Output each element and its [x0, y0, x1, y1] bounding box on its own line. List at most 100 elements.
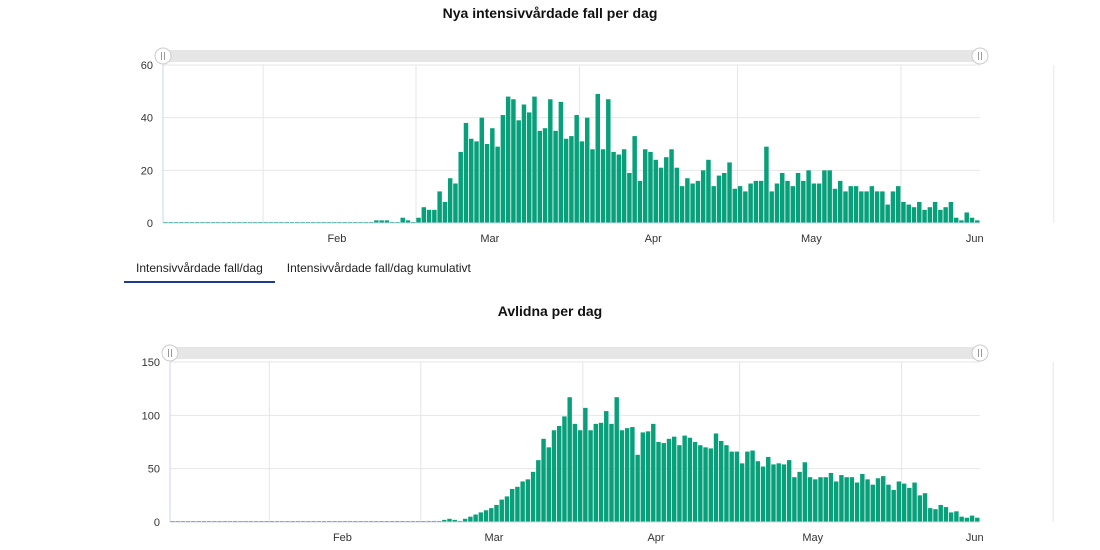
icu-bar[interactable] [558, 101, 564, 223]
deaths-bar[interactable] [928, 508, 933, 522]
icu-bar[interactable] [521, 104, 527, 224]
icu-bar[interactable] [479, 117, 485, 223]
deaths-bar[interactable] [713, 433, 719, 522]
icu-bar[interactable] [843, 191, 848, 223]
deaths-bar[interactable] [541, 438, 546, 522]
deaths-bar[interactable] [766, 456, 771, 522]
deaths-bar[interactable] [818, 477, 823, 522]
icu-bar[interactable] [574, 115, 579, 223]
deaths-bar[interactable] [745, 451, 750, 522]
icu-bar[interactable] [911, 207, 917, 223]
deaths-bar[interactable] [959, 516, 964, 522]
icu-bar[interactable] [447, 178, 453, 223]
icu-bar[interactable] [632, 136, 637, 223]
icu-bar[interactable] [806, 170, 811, 223]
deaths-bar[interactable] [734, 451, 740, 522]
icu-bar[interactable] [832, 188, 838, 223]
icu-bar[interactable] [426, 209, 432, 223]
deaths-bar[interactable] [813, 479, 818, 522]
deaths-bar[interactable] [536, 460, 541, 522]
deaths-bar[interactable] [750, 450, 755, 522]
icu-bar[interactable] [758, 180, 764, 223]
icu-bar[interactable] [690, 183, 695, 224]
icu-bar[interactable] [927, 207, 933, 223]
icu-bar[interactable] [474, 141, 479, 223]
icu-bar[interactable] [764, 146, 769, 223]
icu-bar[interactable] [785, 180, 790, 223]
icu-bar[interactable] [874, 191, 880, 223]
icu-bar[interactable] [648, 151, 653, 223]
icu-bar[interactable] [437, 191, 442, 223]
deaths-bar[interactable] [786, 460, 792, 522]
deaths-bar[interactable] [719, 440, 724, 522]
deaths-bar[interactable] [593, 423, 599, 522]
deaths-bar[interactable] [760, 466, 766, 522]
deaths-bar[interactable] [609, 423, 614, 522]
icu-bar[interactable] [374, 220, 379, 223]
deaths-bar[interactable] [860, 474, 865, 522]
tab-icu-per-day[interactable]: Intensivvårdade fall/dag [124, 255, 275, 283]
deaths-bar[interactable] [933, 509, 938, 522]
deaths-bar[interactable] [619, 430, 625, 522]
icu-bar[interactable] [669, 149, 674, 223]
icu-bar[interactable] [526, 112, 532, 223]
deaths-bar[interactable] [854, 482, 860, 522]
deaths-bar[interactable] [677, 445, 682, 522]
icu-bar[interactable] [780, 172, 785, 223]
deaths-bar[interactable] [447, 518, 452, 522]
icu-bar[interactable] [848, 186, 853, 223]
deaths-bar[interactable] [828, 472, 834, 522]
icu-bar[interactable] [811, 183, 817, 224]
deaths-bar[interactable] [698, 445, 703, 522]
icu-bar[interactable] [642, 149, 648, 223]
deaths-bar[interactable] [468, 516, 473, 522]
deaths-bar[interactable] [969, 515, 975, 522]
deaths-bar[interactable] [844, 477, 849, 522]
icu-bar[interactable] [880, 191, 885, 223]
deaths-bar[interactable] [624, 428, 630, 522]
deaths-bar[interactable] [499, 499, 504, 522]
icu-bar[interactable] [953, 217, 959, 223]
deaths-bar[interactable] [886, 484, 891, 522]
deaths-bar[interactable] [792, 477, 797, 522]
icu-bar[interactable] [542, 128, 548, 223]
icu-bar[interactable] [463, 122, 469, 223]
deaths-bar[interactable] [739, 463, 745, 522]
deaths-bar[interactable] [431, 520, 437, 522]
deaths-bar[interactable] [839, 475, 844, 522]
icu-bar[interactable] [727, 162, 732, 223]
deaths-bar[interactable] [729, 451, 734, 522]
icu-bar[interactable] [400, 217, 405, 223]
deaths-bar[interactable] [651, 423, 656, 522]
icu-bar[interactable] [616, 154, 622, 223]
icu-bar[interactable] [711, 186, 716, 223]
icu-bar[interactable] [685, 178, 690, 223]
icu-scroll-handle-right[interactable] [971, 47, 989, 65]
icu-bar[interactable] [790, 186, 796, 223]
deaths-bar[interactable] [948, 512, 954, 522]
icu-bar[interactable] [816, 183, 822, 224]
deaths-scroll-handle-right[interactable] [971, 344, 989, 362]
deaths-bar[interactable] [630, 427, 635, 522]
icu-bar[interactable] [737, 186, 743, 223]
deaths-bar[interactable] [776, 463, 781, 522]
deaths-bar[interactable] [896, 481, 902, 522]
deaths-bar[interactable] [907, 487, 912, 522]
icu-bar[interactable] [722, 172, 727, 223]
deaths-bar[interactable] [703, 447, 708, 522]
icu-bar[interactable] [379, 220, 384, 223]
deaths-bar[interactable] [912, 482, 917, 522]
icu-bar[interactable] [505, 96, 511, 223]
icu-bar[interactable] [611, 151, 616, 223]
deaths-bar[interactable] [525, 479, 531, 522]
deaths-bar[interactable] [922, 493, 928, 522]
icu-bar[interactable] [584, 117, 590, 223]
deaths-bar[interactable] [588, 430, 593, 522]
icu-bar[interactable] [959, 220, 964, 223]
icu-bar[interactable] [469, 138, 474, 223]
icu-bar[interactable] [637, 180, 643, 223]
deaths-bar[interactable] [462, 518, 468, 522]
icu-bar[interactable] [969, 217, 975, 223]
icu-bar[interactable] [732, 188, 738, 223]
icu-bar[interactable] [859, 191, 864, 223]
